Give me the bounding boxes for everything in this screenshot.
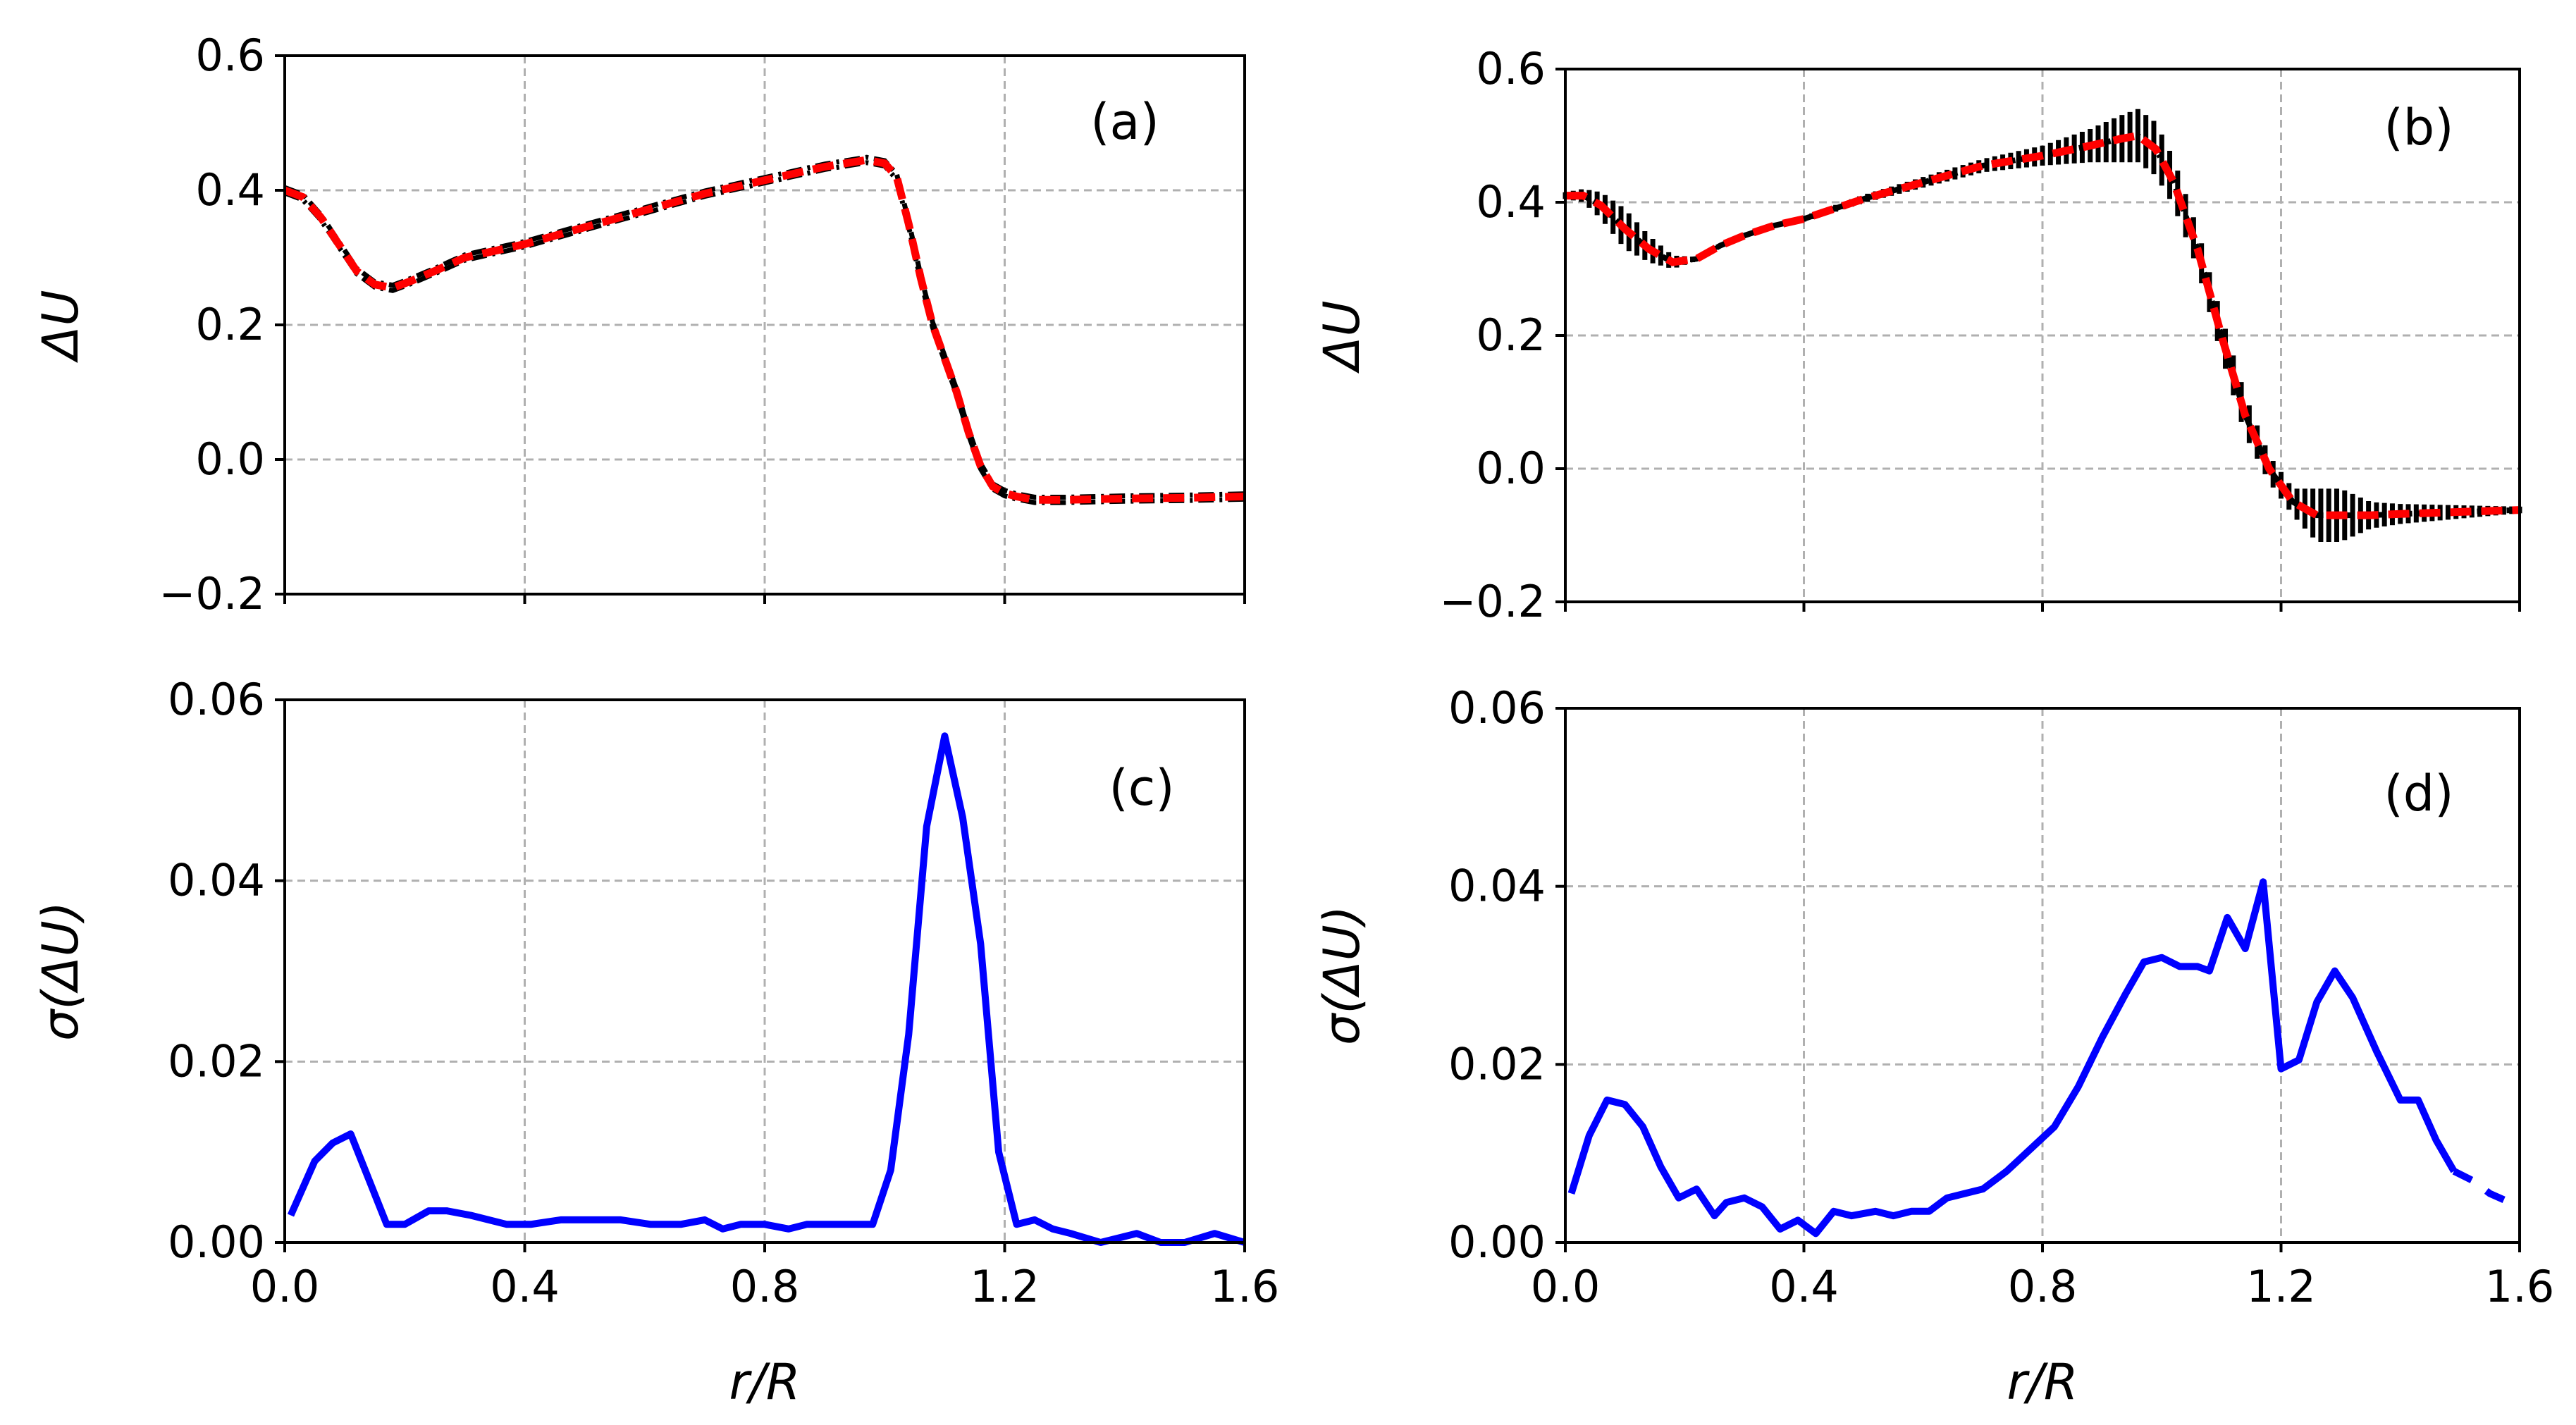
panel-b-ticks: −0.2 0.0 0.2 0.4 0.6 — [1439, 43, 2521, 627]
y-tick-label: 0.4 — [195, 164, 265, 216]
y-tick-label: 0.04 — [168, 855, 265, 906]
panel-c-ticks: 0.00 0.02 0.04 0.06 0.0 0.4 0.8 1.2 1.6 — [168, 674, 1279, 1312]
y-tick-label: 0.00 — [1448, 1216, 1546, 1268]
y-tick-label: −0.2 — [159, 568, 265, 619]
panel-d-xlabel: r/R — [2007, 1353, 2078, 1411]
x-tick-label: 1.2 — [2246, 1261, 2316, 1312]
panel-b-grid — [1565, 69, 2520, 602]
panel-a-grid — [285, 56, 1245, 594]
panel-b: −0.2 0.0 0.2 0.4 0.6 ΔU (b) — [1313, 43, 2522, 627]
panel-c-series — [287, 732, 1246, 1246]
x-tick-label: 0.4 — [1769, 1261, 1839, 1312]
panel-d-ticks: 0.00 0.02 0.04 0.06 0.0 0.4 0.8 1.2 1.6 — [1448, 682, 2554, 1312]
mean-line — [283, 156, 1245, 504]
y-tick-label: −0.2 — [1439, 576, 1546, 627]
y-tick-label: 0.0 — [195, 433, 265, 485]
panel-c-label: (c) — [1109, 759, 1174, 817]
panel-c-ylabel: σ(ΔU) — [32, 901, 90, 1041]
sigma-line — [1567, 878, 2458, 1238]
panel-a-ticks: −0.2 0.0 0.2 0.4 0.6 — [159, 30, 1246, 619]
y-tick-label: 0.4 — [1476, 176, 1546, 228]
y-tick-label: 0.6 — [1476, 43, 1546, 94]
x-tick-label: 1.2 — [970, 1261, 1040, 1312]
x-tick-label: 0.8 — [730, 1261, 800, 1312]
panel-a-label: (a) — [1090, 93, 1159, 151]
sample-line — [283, 154, 1245, 500]
y-tick-label: 0.02 — [168, 1035, 265, 1087]
y-tick-label: 0.06 — [1448, 682, 1546, 734]
y-tick-label: 0.02 — [1448, 1038, 1546, 1090]
x-tick-label: 0.4 — [490, 1261, 560, 1312]
x-tick-label: 1.6 — [2485, 1261, 2555, 1312]
panel-c: 0.00 0.02 0.04 0.06 0.0 0.4 0.8 1.2 1.6 σ(ΔU) (c… — [32, 674, 1279, 1411]
y-tick-label: 0.04 — [1448, 860, 1546, 912]
y-tick-label: 0.00 — [168, 1216, 265, 1268]
x-tick-label: 0.0 — [1531, 1261, 1601, 1312]
panel-a: −0.2 0.0 0.2 0.4 0.6 ΔU (a) — [32, 30, 1246, 619]
panel-d-grid — [1565, 708, 2520, 1242]
panel-d-label: (d) — [2384, 765, 2453, 822]
x-tick-label: 1.6 — [1210, 1261, 1280, 1312]
sigma-line — [287, 732, 1246, 1246]
panel-a-series — [283, 154, 1245, 505]
sample-line — [283, 160, 1245, 505]
panel-d-series — [1567, 878, 2522, 1238]
sigma-line-tail — [2452, 1168, 2522, 1211]
panel-c-xlabel: r/R — [729, 1353, 800, 1411]
mean-line — [1565, 131, 2520, 519]
panel-c-grid — [285, 700, 1245, 1242]
y-tick-label: 0.06 — [168, 674, 265, 725]
panel-d-ylabel: σ(ΔU) — [1313, 906, 1371, 1045]
panel-b-label: (b) — [2384, 99, 2453, 156]
x-tick-label: 0.0 — [250, 1261, 320, 1312]
y-tick-label: 0.0 — [1476, 443, 1546, 494]
panel-d: 0.00 0.02 0.04 0.06 0.0 0.4 0.8 1.2 1.6 σ(ΔU) (d… — [1313, 682, 2554, 1411]
y-tick-label: 0.2 — [195, 299, 265, 350]
y-tick-label: 0.2 — [1476, 309, 1546, 361]
panel-b-ylabel: ΔU — [1313, 300, 1371, 374]
x-tick-label: 0.8 — [2008, 1261, 2078, 1312]
panel-a-ylabel: ΔU — [32, 290, 90, 363]
y-tick-label: 0.6 — [195, 30, 265, 81]
